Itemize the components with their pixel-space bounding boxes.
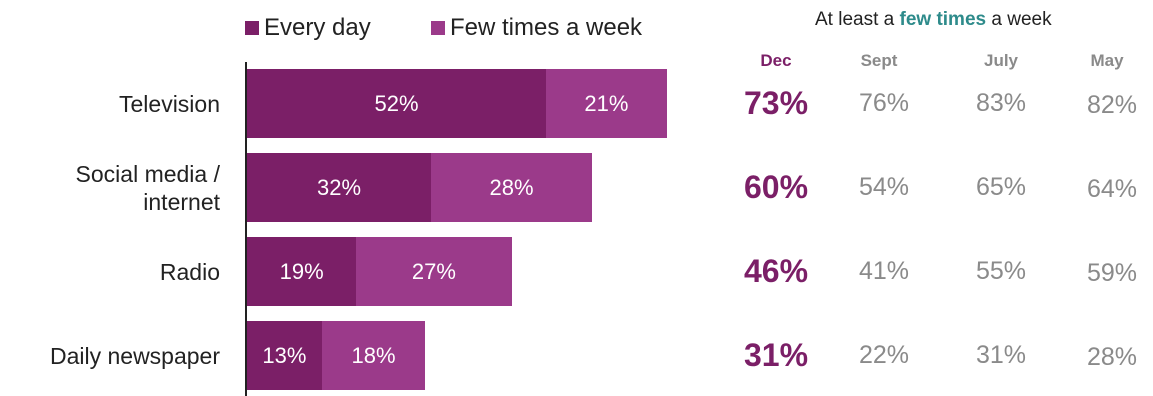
legend-swatch-every-day: [245, 21, 259, 35]
bar-every-day: 32%: [247, 153, 431, 222]
bar-data-label: 27%: [411, 258, 456, 284]
table-cell-sept: 54%: [858, 173, 910, 201]
category-label: Television: [119, 90, 220, 118]
legend-label-every-day: Every day: [264, 14, 371, 41]
category-label-line: Daily newspaper: [49, 342, 220, 369]
bar-every-day: 19%: [247, 237, 357, 306]
y-axis-line: [245, 62, 247, 396]
table-cell-july: 83%: [975, 89, 1027, 117]
category-label-line: Television: [119, 90, 220, 117]
bar-data-label: 28%: [489, 174, 534, 200]
legend-label-few-times: Few times a week: [450, 14, 643, 41]
bar-data-label: 19%: [279, 258, 324, 284]
table-title: At least a few times a week: [815, 9, 1052, 31]
table-cell-may: 82%: [1086, 91, 1138, 119]
table-cell-july: 65%: [975, 173, 1027, 201]
table-title-prefix: At least a: [815, 9, 900, 30]
bar-data-label: 21%: [584, 90, 629, 116]
category-label-line: internet: [143, 188, 220, 215]
bar-data-label: 32%: [316, 174, 362, 200]
table-cell-sept: 41%: [858, 257, 910, 285]
column-header-may: May: [1090, 51, 1124, 70]
category-label: Social media / internet: [76, 160, 220, 216]
column-header-dec: Dec: [760, 51, 792, 70]
table-title-suffix: a week: [986, 9, 1052, 30]
table-cell-dec: 73%: [743, 85, 809, 121]
table-cell-may: 64%: [1086, 175, 1138, 203]
category-label: Radio: [160, 258, 220, 286]
bar-data-label: 13%: [262, 342, 307, 368]
category-label: Daily newspaper: [50, 342, 220, 370]
bar-few-times: 27%: [356, 237, 512, 306]
column-header-sept: Sept: [860, 51, 898, 70]
bar-few-times: 21%: [546, 69, 667, 138]
table-title-highlight: few times: [899, 9, 987, 30]
legend-swatch-few-times: [431, 21, 445, 35]
bar-data-label: 18%: [351, 342, 396, 368]
table-cell-dec: 46%: [743, 253, 809, 289]
column-header-july: July: [983, 51, 1019, 70]
table-cell-july: 55%: [975, 257, 1027, 285]
table-cell-may: 28%: [1086, 343, 1138, 371]
table-cell-dec: 60%: [743, 169, 809, 205]
bar-few-times: 28%: [431, 153, 592, 222]
category-label-line: Radio: [159, 258, 220, 285]
table-cell-dec: 31%: [743, 337, 809, 373]
bar-every-day: 52%: [247, 69, 546, 138]
category-label-line: Social media /: [75, 160, 220, 187]
bar-every-day: 13%: [247, 321, 322, 390]
table-cell-may: 59%: [1086, 259, 1138, 287]
table-cell-sept: 22%: [858, 341, 910, 369]
table-cell-july: 31%: [975, 341, 1027, 369]
table-cell-sept: 76%: [858, 89, 910, 117]
bar-few-times: 18%: [321, 321, 426, 390]
bar-data-label: 52%: [374, 90, 419, 116]
